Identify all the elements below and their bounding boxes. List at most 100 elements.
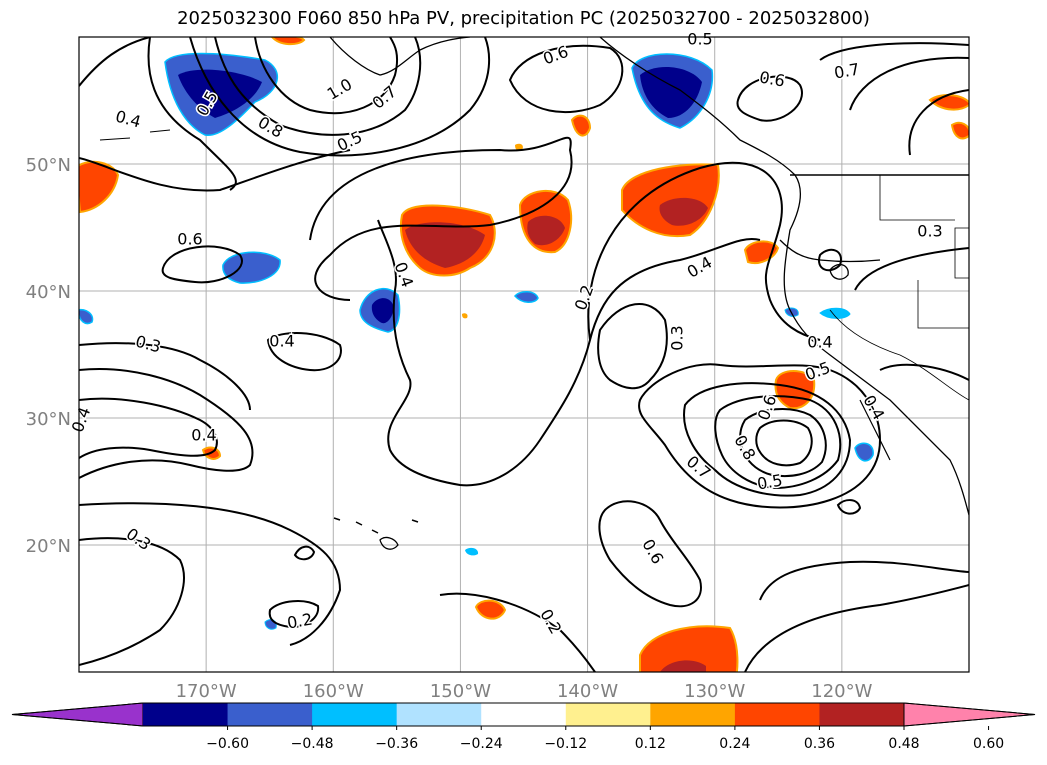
pv-contour	[79, 502, 342, 646]
pv-contour	[79, 537, 185, 666]
pv-contour	[79, 368, 254, 479]
colorbar: −0.60 −0.48 −0.36 −0.24 −0.12 0.12 0.24 0.36 0.4…	[11, 702, 1036, 752]
pv-contour	[266, 332, 342, 372]
precip-negative-region	[514, 291, 539, 303]
colorbar-segment	[227, 703, 313, 726]
pv-contour	[759, 560, 969, 601]
precip-positive-region	[570, 114, 592, 137]
pv-contours	[79, 37, 969, 672]
latitude-label: 50°N	[26, 155, 71, 176]
colorbar-tick-label: −0.36	[375, 736, 418, 752]
colorbar-tick-label: −0.24	[460, 736, 503, 752]
contour-label: 0.6	[177, 230, 202, 249]
precip-negative-region	[465, 547, 479, 556]
pv-contour	[908, 89, 969, 156]
precip-positive-region	[270, 37, 306, 46]
colorbar-tick-label: 0.12	[635, 736, 666, 752]
precip-positive-core	[527, 215, 565, 246]
pv-contour	[819, 42, 969, 61]
precip-positive-core	[660, 660, 706, 672]
colorbar-tick-label: 0.60	[973, 736, 1004, 752]
pv-contour	[79, 149, 351, 192]
precip-positive-region	[950, 121, 969, 140]
contour-label: 0.4	[191, 426, 216, 445]
longitude-label: 140°W	[557, 681, 618, 702]
latitude-label: 30°N	[26, 409, 71, 430]
pv-contour	[714, 395, 842, 490]
colorbar-segment	[650, 703, 736, 726]
pv-contour	[744, 584, 969, 672]
map-title: 2025032300 F060 850 hPa PV, precipitatio…	[177, 8, 870, 29]
colorbar-segment	[312, 703, 398, 726]
colorbar-extend-high	[903, 702, 1036, 727]
latitude-label: 20°N	[26, 536, 71, 557]
longitude-label: 170°W	[176, 681, 237, 702]
latitude-labels: 50°N 40°N 30°N 20°N	[26, 155, 71, 557]
pv-contour	[849, 56, 969, 111]
colorbar-tick-label: 0.24	[719, 736, 750, 752]
contour-label: 0.3	[917, 222, 942, 241]
precip-positive-region	[462, 313, 468, 319]
pv-contour	[683, 382, 852, 497]
pv-contour	[147, 37, 237, 191]
colorbar-tick-label: 0.36	[804, 736, 835, 752]
longitude-labels: 170°W 160°W 150°W 140°W 130°W 120°W	[176, 681, 873, 702]
pv-contour	[836, 499, 862, 515]
colorbar-segment	[396, 703, 482, 726]
pv-contour	[854, 247, 969, 291]
precip-positive-region	[639, 625, 739, 672]
precip-negative-region	[854, 442, 874, 462]
precip-positive-region	[474, 599, 507, 620]
pv-contour	[377, 219, 761, 487]
colorbar-segment	[143, 703, 229, 726]
pv-contour	[293, 545, 316, 561]
colorbar-segment	[819, 703, 905, 726]
colorbar-extend-low	[11, 702, 144, 727]
precip-negative-core	[640, 66, 702, 118]
pv-contour	[738, 408, 827, 478]
pv-contour	[587, 161, 821, 341]
pv-contour	[508, 44, 624, 114]
graticule	[79, 37, 969, 672]
precip-positive-region	[79, 160, 120, 214]
pv-contour	[268, 600, 320, 629]
pv-contour	[79, 342, 251, 411]
pv-contour	[439, 592, 596, 672]
contour-label: 0.5	[687, 30, 712, 49]
colorbar-tick-label: −0.12	[544, 736, 587, 752]
pv-contour	[79, 37, 151, 87]
colorbar-segment	[565, 703, 651, 726]
colorbar-tick-label: −0.48	[291, 736, 334, 752]
precip-positive-core	[405, 222, 485, 268]
longitude-label: 120°W	[811, 681, 872, 702]
contour-label: 0.6	[758, 67, 786, 90]
colorbar-segment	[481, 703, 567, 726]
contour-label: 0.2	[286, 609, 314, 632]
pv-contour	[214, 37, 422, 136]
contour-label: 0.4	[807, 333, 832, 352]
map-frame	[78, 36, 970, 673]
colorbar-tick-label: 0.48	[888, 736, 919, 752]
pv-contour	[309, 136, 573, 301]
pv-contour	[736, 75, 803, 122]
contour-label: 0.3	[668, 325, 687, 350]
precip-positive-region	[515, 143, 523, 151]
pv-contour	[189, 37, 491, 157]
precip-negative-core	[178, 69, 262, 118]
precip-negative-region	[819, 307, 851, 319]
precip-negative-core	[371, 298, 394, 324]
longitude-label: 130°W	[684, 681, 745, 702]
colorbar-tick-label: −0.60	[206, 736, 249, 752]
pv-contour	[755, 419, 813, 467]
pv-contour	[597, 303, 668, 390]
pv-contour	[161, 245, 243, 284]
precip-anomaly-fills	[79, 37, 969, 672]
pv-contour	[254, 37, 399, 115]
colorbar-outline	[11, 702, 1036, 727]
contour-label: 0.4	[269, 332, 294, 351]
longitude-label: 150°W	[430, 681, 491, 702]
coastlines	[99, 37, 969, 550]
pv-contour	[879, 363, 969, 381]
latitude-label: 40°N	[26, 282, 71, 303]
